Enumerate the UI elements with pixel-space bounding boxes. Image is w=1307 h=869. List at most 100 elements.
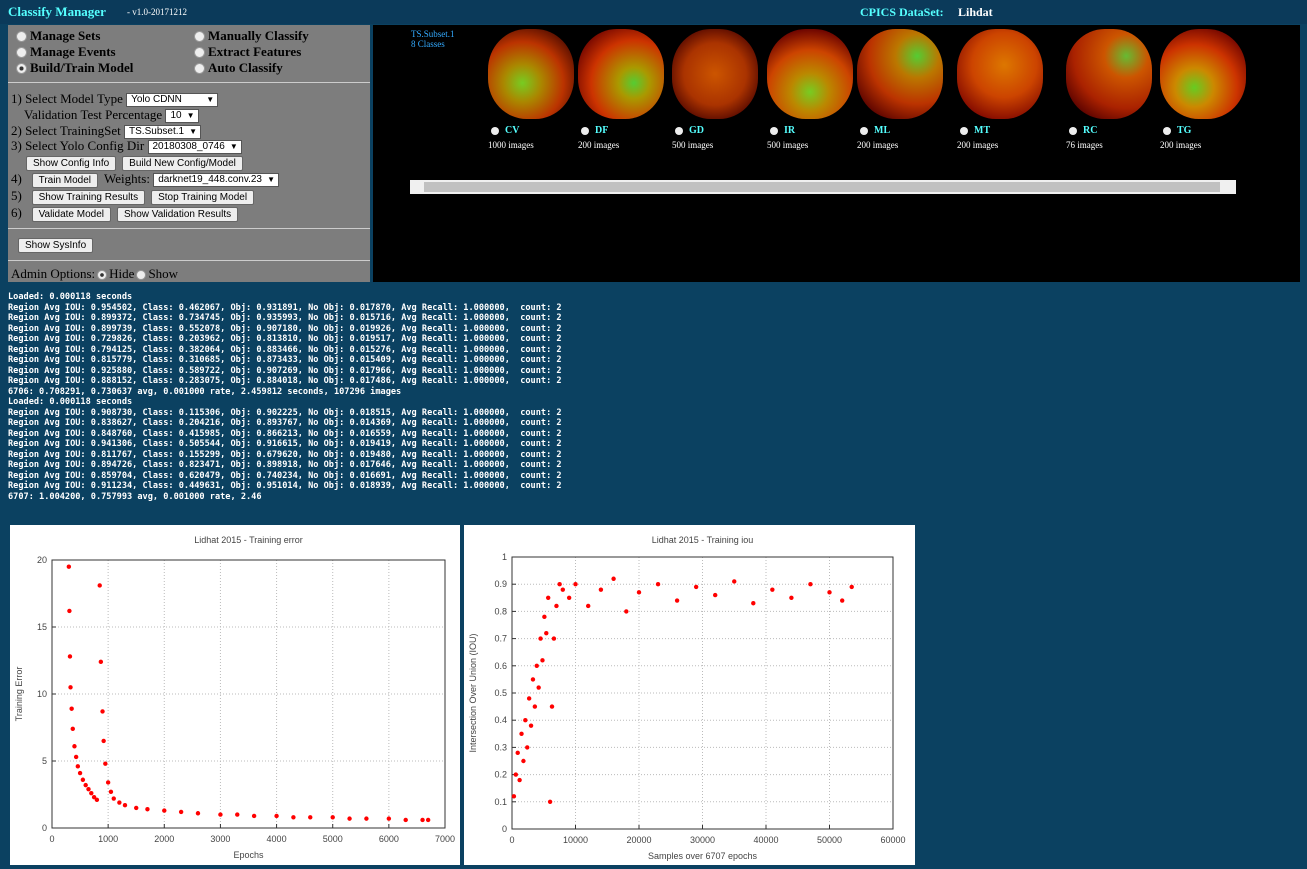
radio[interactable] [136, 270, 146, 280]
app-version: - v1.0-20171212 [127, 7, 187, 17]
button[interactable]: Train Model [32, 173, 98, 188]
data-point [548, 800, 552, 804]
class-thumbnail[interactable] [1066, 29, 1152, 119]
nav-radio[interactable]: Extract Features [194, 44, 301, 60]
scroll-thumb[interactable] [424, 182, 1220, 192]
log-line: Region Avg IOU: 0.941306, Class: 0.50554… [8, 439, 562, 450]
x-axis-label: Samples over 6707 epochs [648, 851, 758, 861]
select[interactable]: 10 [165, 109, 198, 123]
data-point [72, 744, 76, 748]
top-bar: Classify Manager - v1.0-20171212 CPICS D… [0, 0, 1307, 24]
class-count: 500 images [767, 140, 808, 150]
data-point [599, 587, 603, 591]
log-line: Region Avg IOU: 0.899739, Class: 0.55207… [8, 324, 562, 335]
data-point [529, 723, 533, 727]
x-tick-label: 0 [509, 835, 514, 845]
data-point [387, 816, 391, 820]
class-count: 200 images [578, 140, 619, 150]
select[interactable]: TS.Subset.1 [124, 125, 201, 139]
select[interactable]: 20180308_0746 [148, 140, 242, 154]
data-point [71, 727, 75, 731]
class-count: 500 images [672, 140, 713, 150]
class-thumbnail[interactable] [957, 29, 1043, 119]
data-point [514, 772, 518, 776]
log-line: Region Avg IOU: 0.908730, Class: 0.11530… [8, 408, 562, 419]
button[interactable]: Show SysInfo [18, 238, 93, 253]
data-point [95, 798, 99, 802]
nav-radio[interactable]: Manually Classify [194, 28, 309, 44]
select[interactable]: Yolo CDNN [126, 93, 218, 107]
data-point [512, 794, 516, 798]
class-count: 8 Classes [411, 39, 445, 49]
x-tick-label: 4000 [267, 834, 287, 844]
data-point [68, 654, 72, 658]
class-thumbnail[interactable] [1160, 29, 1246, 119]
data-point [112, 796, 116, 800]
class-thumbnail[interactable] [767, 29, 853, 119]
data-point [117, 800, 121, 804]
class-name[interactable]: RC [1069, 125, 1097, 136]
data-point [196, 811, 200, 815]
class-count: 200 images [857, 140, 898, 150]
log-line: Region Avg IOU: 0.954502, Class: 0.46206… [8, 303, 562, 314]
data-point [308, 815, 312, 819]
label: 2) Select TrainingSet [11, 123, 121, 138]
class-name[interactable]: MT [960, 125, 990, 136]
nav-radio[interactable]: Manage Sets [16, 28, 100, 44]
data-point [364, 816, 368, 820]
class-name[interactable]: GD [675, 125, 704, 136]
log-line: Region Avg IOU: 0.925880, Class: 0.58972… [8, 366, 562, 377]
class-thumbnail[interactable] [857, 29, 943, 119]
log-line: 6706: 0.708291, 0.730637 avg, 0.001000 r… [8, 387, 562, 398]
data-point [770, 587, 774, 591]
class-thumbnail[interactable] [672, 29, 758, 119]
select[interactable]: darknet19_448.conv.23 [153, 173, 279, 187]
button[interactable]: Stop Training Model [151, 190, 254, 205]
data-point [552, 636, 556, 640]
button[interactable]: Show Training Results [32, 190, 146, 205]
data-point [331, 815, 335, 819]
data-point [274, 814, 278, 818]
class-name[interactable]: IR [770, 125, 795, 136]
button[interactable]: Build New Config/Model [122, 156, 243, 171]
dataset-name: Lihdat [958, 5, 993, 20]
data-point [624, 609, 628, 613]
x-tick-label: 1000 [98, 834, 118, 844]
class-name[interactable]: ML [860, 125, 890, 136]
x-tick-label: 50000 [817, 835, 842, 845]
divider [8, 228, 370, 229]
button[interactable]: Show Config Info [26, 156, 116, 171]
class-name[interactable]: CV [491, 125, 519, 136]
y-tick-label: 0.6 [494, 661, 507, 671]
app-title: Classify Manager [8, 4, 106, 20]
data-point [78, 771, 82, 775]
button[interactable]: Validate Model [32, 207, 111, 222]
nav-radio[interactable]: Manage Events [16, 44, 116, 60]
data-point [808, 582, 812, 586]
y-tick-label: 0.7 [494, 634, 507, 644]
x-tick-label: 3000 [210, 834, 230, 844]
x-tick-label: 30000 [690, 835, 715, 845]
control-panel: Manage Sets Manually Classify Manage Eve… [8, 25, 370, 282]
scrollbar[interactable] [410, 180, 1236, 194]
nav-radio[interactable]: Build/Train Model [16, 60, 133, 76]
x-tick-label: 60000 [880, 835, 905, 845]
nav-radio[interactable]: Auto Classify [194, 60, 283, 76]
label: Admin Options: [11, 266, 95, 281]
data-point [426, 818, 430, 822]
x-tick-label: 6000 [379, 834, 399, 844]
y-tick-label: 0 [502, 824, 507, 834]
class-thumbnail[interactable] [488, 29, 574, 119]
class-count: 1000 images [488, 140, 534, 150]
class-name[interactable]: DF [581, 125, 608, 136]
x-tick-label: 2000 [154, 834, 174, 844]
data-point [179, 810, 183, 814]
data-point [218, 812, 222, 816]
class-thumbnail[interactable] [578, 29, 664, 119]
class-name[interactable]: TG [1163, 125, 1191, 136]
radio[interactable] [97, 270, 107, 280]
data-point [840, 598, 844, 602]
data-point [586, 604, 590, 608]
button[interactable]: Show Validation Results [117, 207, 238, 222]
